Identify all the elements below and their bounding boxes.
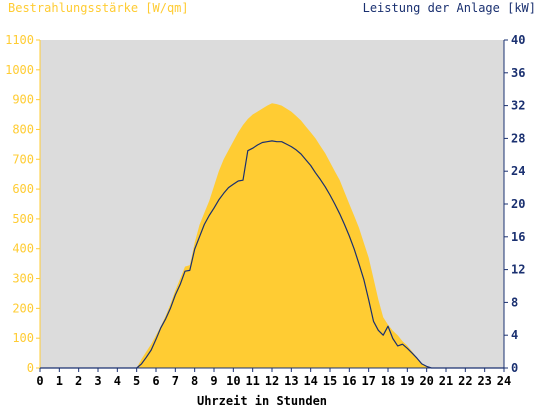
x-tick-label: 21 xyxy=(439,374,453,388)
x-tick-label: 16 xyxy=(342,374,356,388)
left-tick-label: 400 xyxy=(12,242,34,256)
right-axis-title: Leistung der Anlage [kW] xyxy=(363,1,536,15)
x-tick-label: 13 xyxy=(284,374,298,388)
right-tick-label: 0 xyxy=(511,361,518,375)
right-tick-label: 40 xyxy=(511,33,525,47)
x-tick-label: 0 xyxy=(36,374,43,388)
irradiance-area xyxy=(40,103,504,368)
x-tick-label: 7 xyxy=(172,374,179,388)
right-tick-label: 24 xyxy=(511,164,525,178)
x-tick-label: 19 xyxy=(400,374,414,388)
x-tick-label: 11 xyxy=(245,374,259,388)
left-tick-label: 800 xyxy=(12,122,34,136)
ticks-layer: 0100200300400500600700800900100011000481… xyxy=(5,33,525,388)
x-tick-label: 10 xyxy=(226,374,240,388)
x-tick-label: 15 xyxy=(323,374,337,388)
left-tick-label: 300 xyxy=(12,272,34,286)
x-tick-label: 8 xyxy=(191,374,198,388)
x-axis-label: Uhrzeit in Stunden xyxy=(197,394,327,408)
right-tick-label: 4 xyxy=(511,328,518,342)
x-tick-label: 6 xyxy=(152,374,159,388)
right-tick-label: 32 xyxy=(511,99,525,113)
left-tick-label: 200 xyxy=(12,301,34,315)
right-tick-label: 28 xyxy=(511,131,525,145)
right-tick-label: 8 xyxy=(511,295,518,309)
left-tick-label: 1100 xyxy=(5,33,34,47)
power-line xyxy=(40,140,504,369)
left-tick-label: 0 xyxy=(27,361,34,375)
series-layer xyxy=(40,103,504,369)
x-tick-label: 20 xyxy=(419,374,433,388)
left-tick-label: 1000 xyxy=(5,63,34,77)
right-tick-label: 12 xyxy=(511,263,525,277)
x-tick-label: 23 xyxy=(477,374,491,388)
x-tick-label: 4 xyxy=(114,374,121,388)
left-tick-label: 600 xyxy=(12,182,34,196)
left-tick-label: 100 xyxy=(12,331,34,345)
x-tick-label: 1 xyxy=(56,374,63,388)
right-tick-label: 16 xyxy=(511,230,525,244)
x-tick-label: 14 xyxy=(303,374,317,388)
right-tick-label: 20 xyxy=(511,197,525,211)
x-tick-label: 9 xyxy=(210,374,217,388)
x-tick-label: 5 xyxy=(133,374,140,388)
x-tick-label: 17 xyxy=(361,374,375,388)
x-tick-label: 12 xyxy=(265,374,279,388)
left-tick-label: 500 xyxy=(12,212,34,226)
x-tick-label: 18 xyxy=(381,374,395,388)
left-axis-title: Bestrahlungsstärke [W/qm] xyxy=(8,1,189,15)
x-tick-label: 3 xyxy=(94,374,101,388)
left-tick-label: 900 xyxy=(12,93,34,107)
x-tick-label: 22 xyxy=(458,374,472,388)
x-tick-label: 2 xyxy=(75,374,82,388)
right-tick-label: 36 xyxy=(511,66,525,80)
left-tick-label: 700 xyxy=(12,152,34,166)
x-tick-label: 24 xyxy=(497,374,511,388)
